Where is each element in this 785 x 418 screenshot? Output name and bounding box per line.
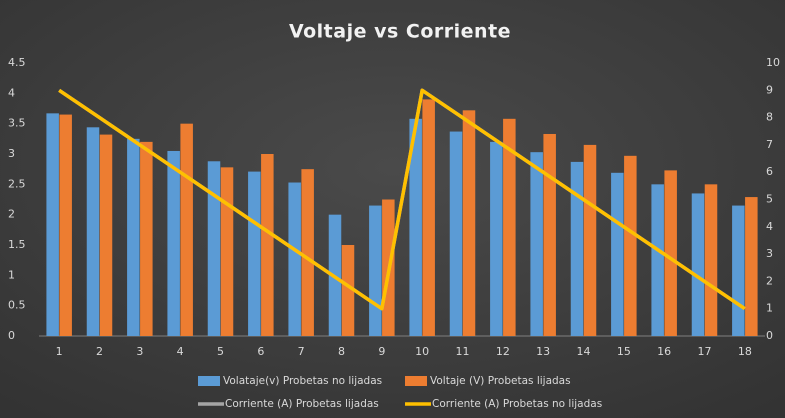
- bar: [180, 123, 193, 337]
- x-tick-label: 12: [496, 345, 510, 358]
- bar: [449, 131, 463, 336]
- bar: [691, 193, 705, 336]
- x-tick-label: 1: [56, 345, 63, 358]
- bar: [369, 205, 382, 336]
- bar: [732, 205, 745, 336]
- x-tick-label: 16: [657, 345, 671, 358]
- x-tick-label: 7: [298, 345, 305, 358]
- x-tick-label: 2: [96, 345, 103, 358]
- legend-label: Volataje(v) Probetas no lijadas: [223, 375, 382, 387]
- bar: [99, 134, 113, 336]
- y2-tick-label: 2: [766, 274, 773, 287]
- y-tick-label: 1: [8, 268, 15, 281]
- x-tick-label: 17: [698, 345, 712, 358]
- y2-tick-label: 4: [766, 220, 773, 233]
- bar: [207, 161, 221, 336]
- bar: [127, 138, 140, 336]
- bar: [288, 182, 301, 336]
- x-tick-label: 8: [338, 345, 345, 358]
- bar: [59, 114, 72, 336]
- x-tick-label: 9: [378, 345, 385, 358]
- bar: [462, 110, 476, 336]
- y-tick-label: 3: [8, 147, 15, 160]
- legend-label: Corriente (A) Probetas lijadas: [225, 398, 379, 410]
- bar: [503, 118, 516, 337]
- y2-tick-label: 6: [766, 165, 773, 178]
- legend-label: Voltaje (V) Probetas lijadas: [430, 375, 571, 387]
- bar: [570, 161, 584, 336]
- y2-tick-label: 5: [766, 193, 773, 206]
- bar: [704, 184, 718, 336]
- y2-tick-label: 9: [766, 83, 773, 96]
- y-tick-label: 4.5: [8, 56, 26, 69]
- legend-swatch: [405, 376, 427, 386]
- bar: [248, 171, 261, 336]
- x-tick-label: 5: [217, 345, 224, 358]
- bar: [583, 144, 597, 336]
- bar: [611, 172, 624, 336]
- bar: [261, 154, 274, 336]
- bar: [651, 184, 664, 336]
- bar: [140, 141, 153, 336]
- y-tick-label: 4: [8, 86, 15, 99]
- bar: [530, 152, 543, 336]
- bar: [301, 169, 314, 336]
- y2-tick-label: 8: [766, 111, 773, 124]
- y-tick-label: 2.5: [8, 177, 26, 190]
- x-tick-label: 11: [456, 345, 470, 358]
- bar: [543, 133, 556, 336]
- y2-tick-label: 7: [766, 138, 773, 151]
- y2-tick-label: 3: [766, 247, 773, 260]
- y-tick-label: 1.5: [8, 238, 26, 251]
- bar: [664, 170, 677, 336]
- x-tick-label: 14: [577, 345, 591, 358]
- x-tick-label: 10: [415, 345, 429, 358]
- line-series: [58, 88, 746, 311]
- legend-label: Corriente (A) Probetas no lijadas: [432, 398, 602, 410]
- bar: [341, 245, 355, 336]
- y-tick-label: 0: [8, 329, 15, 342]
- legend-swatch: [198, 376, 220, 386]
- y2-tick-label: 10: [766, 56, 780, 69]
- y-tick-label: 3.5: [8, 117, 26, 130]
- bar: [86, 127, 100, 336]
- x-tick-label: 18: [738, 345, 752, 358]
- x-tick-label: 13: [536, 345, 550, 358]
- y-tick-label: 2: [8, 208, 15, 221]
- x-tick-label: 3: [136, 345, 143, 358]
- x-tick-label: 6: [257, 345, 264, 358]
- bar: [167, 150, 180, 336]
- bar: [409, 118, 422, 337]
- bar: [220, 167, 234, 336]
- bar: [490, 141, 503, 336]
- x-tick-label: 15: [617, 345, 631, 358]
- y-tick-label: 0.5: [8, 299, 26, 312]
- bar: [46, 113, 59, 336]
- x-tick-label: 4: [177, 345, 184, 358]
- bar: [745, 197, 758, 336]
- chart-title: Voltaje vs Corriente: [289, 21, 511, 43]
- y2-tick-label: 1: [766, 302, 773, 315]
- bar: [624, 155, 637, 336]
- y2-tick-label: 0: [766, 329, 773, 342]
- bar: [422, 99, 435, 337]
